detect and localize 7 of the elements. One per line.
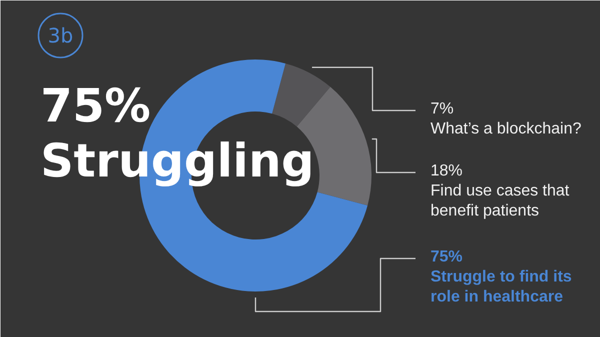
slice-label: Struggle to find its role in healthcare	[430, 268, 572, 306]
slice-label: What’s a blockchain?	[430, 120, 582, 138]
data-label: 7%	[430, 100, 454, 118]
data-label: 75%	[430, 248, 463, 266]
text: 3b	[48, 24, 74, 48]
data-label: 18%	[430, 162, 463, 180]
slice-label: Find use cases that benefit patients	[430, 182, 570, 220]
